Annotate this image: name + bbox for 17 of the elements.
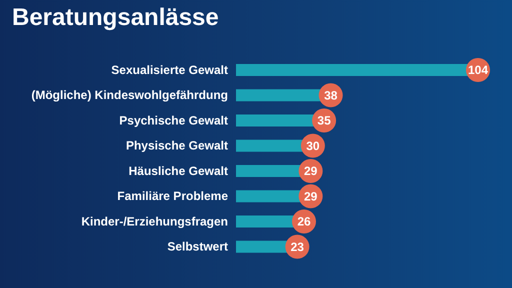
- data-label: 29: [304, 189, 318, 204]
- data-label: 35: [317, 114, 332, 128]
- data-label: 23: [290, 240, 304, 254]
- data-label: 104: [468, 63, 488, 78]
- data-label: 38: [324, 88, 338, 102]
- data-label: 26: [297, 214, 311, 229]
- data-label: 30: [306, 138, 320, 153]
- y-tick-label: Kinder-/Erziehungsfragen: [81, 214, 228, 228]
- chart-title: Beratungsanlässe: [12, 4, 219, 32]
- data-label: 29: [304, 164, 318, 178]
- y-tick-label: Selbstwert: [167, 240, 228, 254]
- y-tick-label: Häusliche Gewalt: [128, 164, 228, 178]
- y-tick-label: Familiäre Probleme: [117, 189, 228, 204]
- y-tick-label: Psychische Gewalt: [119, 113, 228, 128]
- y-tick-label: (Mögliche) Kindeswohlgefährdung: [31, 88, 228, 102]
- y-tick-label: Physische Gewalt: [126, 138, 228, 153]
- y-tick-label: Sexualisierte Gewalt: [111, 62, 228, 77]
